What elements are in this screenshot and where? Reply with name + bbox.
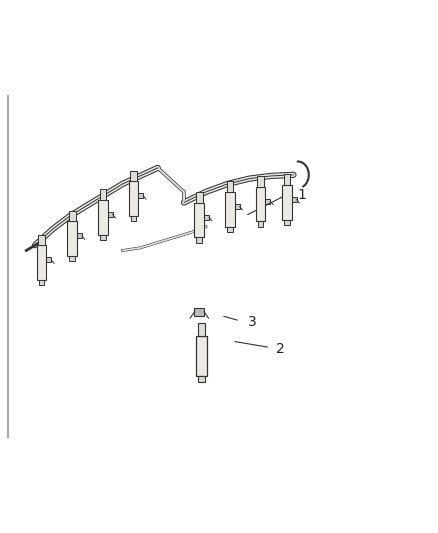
Bar (129, 181, 138, 216)
Bar (38, 235, 45, 245)
Bar (100, 235, 106, 240)
Bar (258, 221, 264, 227)
Bar (69, 256, 75, 261)
Bar (227, 227, 233, 232)
Bar (284, 174, 290, 185)
Text: 3: 3 (247, 316, 256, 329)
Bar (137, 193, 143, 198)
Bar (227, 181, 233, 192)
Bar (194, 308, 204, 316)
Bar (256, 187, 265, 221)
Bar (198, 376, 205, 382)
Bar (203, 215, 209, 220)
Bar (106, 212, 113, 217)
Bar (198, 323, 205, 336)
Bar (282, 185, 292, 220)
Bar (37, 245, 46, 280)
Bar (131, 216, 137, 221)
Bar (45, 257, 51, 262)
Bar (233, 204, 240, 209)
Bar (284, 220, 290, 225)
Bar (39, 280, 44, 285)
Bar (196, 237, 202, 243)
Bar (194, 203, 204, 237)
Bar (69, 211, 75, 221)
Bar (290, 197, 297, 202)
Bar (225, 192, 235, 227)
Bar (196, 336, 207, 376)
Bar (257, 176, 264, 187)
Text: 1: 1 (298, 188, 307, 201)
Bar (98, 200, 108, 235)
Bar (131, 171, 137, 181)
Bar (99, 189, 106, 200)
Bar (67, 221, 77, 256)
Bar (76, 233, 82, 238)
Bar (264, 199, 270, 204)
Text: 2: 2 (276, 342, 285, 356)
Bar (196, 192, 202, 203)
